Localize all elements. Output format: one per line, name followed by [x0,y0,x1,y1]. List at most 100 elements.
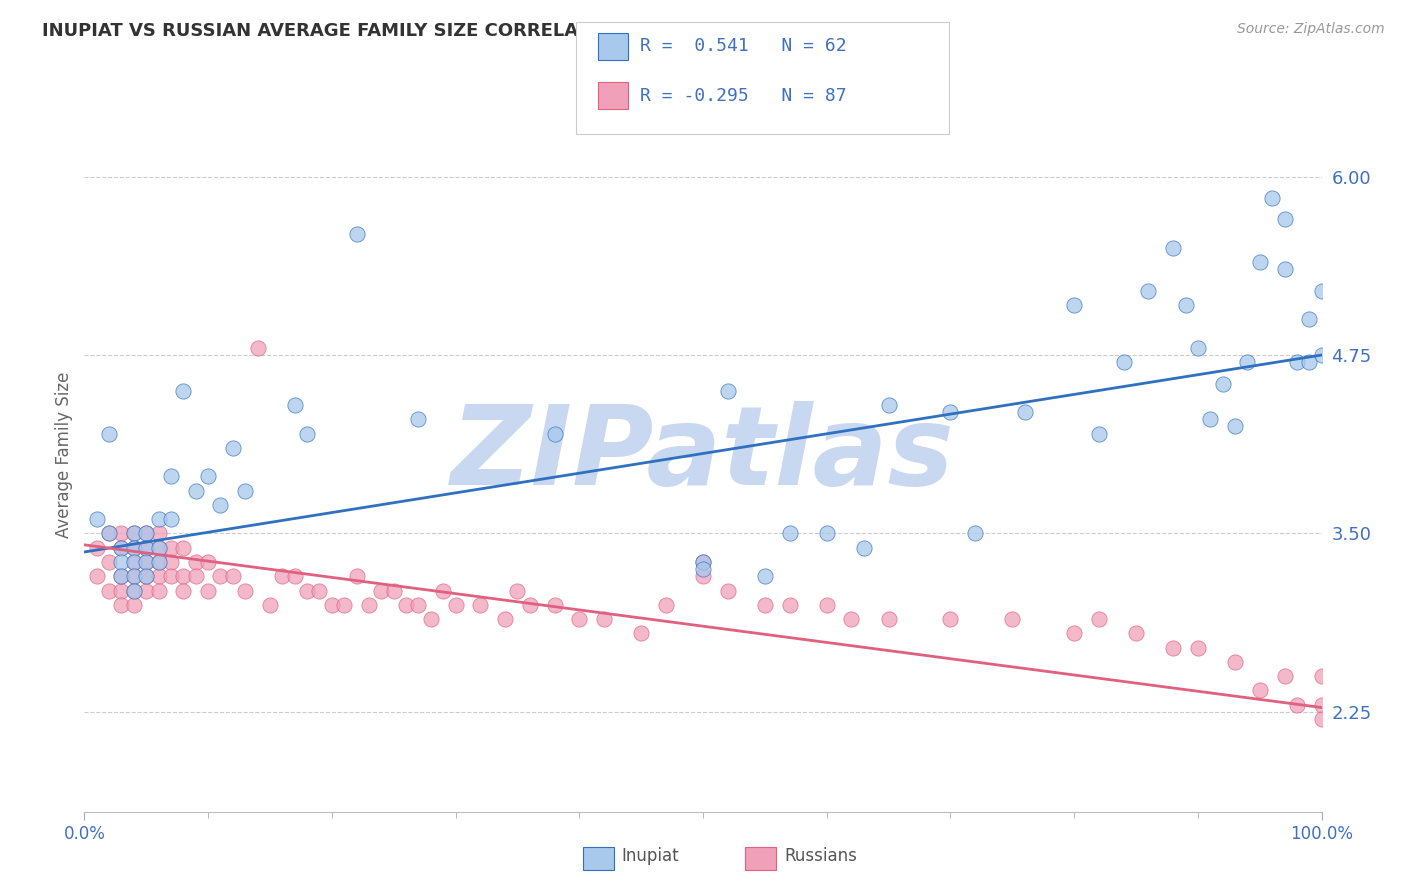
Point [98,526,121,541]
Point [841,612,863,626]
Point [408,412,430,426]
Point [815,526,838,541]
Point [346,227,368,241]
Point [1285,355,1308,369]
Point [1199,412,1222,426]
Point [160,569,183,583]
Point [1261,191,1284,205]
Point [1125,626,1147,640]
Point [939,405,962,419]
Point [1274,669,1296,683]
Point [419,612,441,626]
Point [1274,262,1296,277]
Text: Source: ZipAtlas.com: Source: ZipAtlas.com [1237,22,1385,37]
Point [382,583,405,598]
Point [692,562,714,576]
Point [519,598,541,612]
Point [1001,612,1024,626]
Point [122,569,145,583]
Y-axis label: Average Family Size: Average Family Size [55,372,73,538]
Point [184,555,207,569]
Text: INUPIAT VS RUSSIAN AVERAGE FAMILY SIZE CORRELATION CHART: INUPIAT VS RUSSIAN AVERAGE FAMILY SIZE C… [42,22,700,40]
Point [1310,284,1333,298]
Point [184,483,207,498]
Point [1187,640,1209,655]
Point [135,555,157,569]
Point [122,541,145,555]
Point [122,583,145,598]
Point [1063,298,1085,312]
Point [1298,355,1320,369]
Point [110,526,132,541]
Point [148,569,170,583]
Point [160,469,183,483]
Point [692,555,714,569]
Point [432,583,454,598]
Point [135,526,157,541]
Point [877,612,900,626]
Point [568,612,591,626]
Point [135,541,157,555]
Point [1014,405,1036,419]
Text: Inupiat: Inupiat [621,847,679,864]
Point [197,583,219,598]
Point [1223,655,1246,669]
Point [295,426,318,441]
Point [543,598,565,612]
Point [506,583,529,598]
Point [543,426,565,441]
Point [110,583,132,598]
Point [135,569,157,583]
Point [1212,376,1234,391]
Point [184,569,207,583]
Point [1249,683,1271,698]
Text: Russians: Russians [785,847,858,864]
Point [233,483,256,498]
Text: R =  0.541   N = 62: R = 0.541 N = 62 [640,37,846,55]
Point [259,598,281,612]
Point [148,541,170,555]
Point [271,569,294,583]
Point [135,555,157,569]
Point [86,541,108,555]
Point [122,555,145,569]
Point [172,541,194,555]
Point [1236,355,1258,369]
Point [110,541,132,555]
Point [135,569,157,583]
Point [630,626,652,640]
Point [1161,241,1184,255]
Point [98,426,121,441]
Point [148,555,170,569]
Point [717,384,740,398]
Point [148,512,170,526]
Point [209,498,232,512]
Point [717,583,740,598]
Point [444,598,467,612]
Point [197,555,219,569]
Point [754,569,776,583]
Point [135,541,157,555]
Text: ZIPatlas: ZIPatlas [451,401,955,508]
Point [1112,355,1135,369]
Point [1187,341,1209,355]
Point [122,583,145,598]
Point [1310,712,1333,726]
Point [779,598,801,612]
Point [110,569,132,583]
Point [1310,348,1333,362]
Point [321,598,343,612]
Point [1161,640,1184,655]
Point [160,541,183,555]
Point [135,526,157,541]
Point [877,398,900,412]
Point [172,583,194,598]
Point [98,526,121,541]
Point [148,541,170,555]
Point [110,569,132,583]
Point [1310,698,1333,712]
Point [779,526,801,541]
Point [1249,255,1271,269]
Point [148,583,170,598]
Point [494,612,516,626]
